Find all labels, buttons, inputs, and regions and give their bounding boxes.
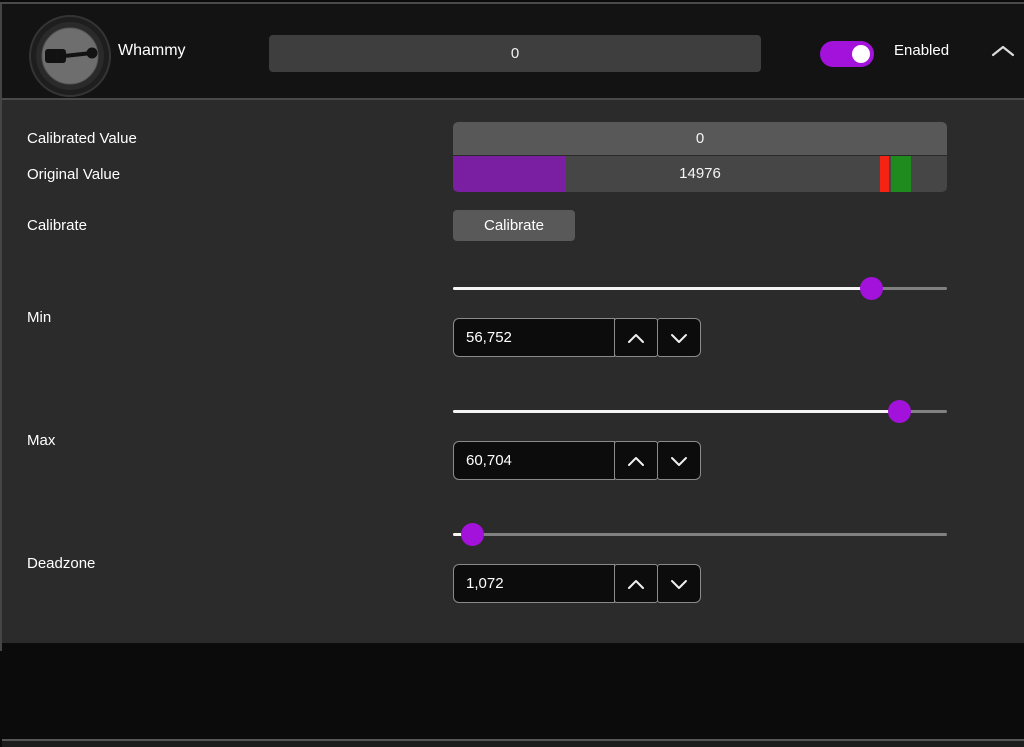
deadzone-slider-track	[453, 533, 947, 536]
min-label: Min	[27, 309, 52, 326]
original-value-label: Original Value	[27, 166, 121, 183]
deadzone-step-up-button[interactable]	[614, 564, 658, 603]
section-title: Whammy	[118, 42, 186, 59]
previous-section-divider	[0, 2, 1024, 4]
original-value-bar: 14976	[453, 156, 947, 192]
deadzone-slider-thumb[interactable]	[461, 523, 485, 546]
deadzone-label: Deadzone	[27, 555, 96, 572]
chevron-up-icon	[628, 579, 644, 589]
max-step-up-button[interactable]	[614, 441, 658, 480]
whammy-settings-body: Calibrated Value Original Value Calibrat…	[2, 100, 1024, 747]
min-step-down-button[interactable]	[657, 318, 701, 357]
enabled-label: Enabled	[894, 42, 950, 59]
min-input[interactable]: 56,752	[453, 318, 615, 357]
calibrate-button[interactable]: Calibrate	[453, 210, 575, 241]
deadzone-numbox: 1,072	[453, 564, 701, 603]
min-slider-thumb[interactable]	[859, 277, 883, 300]
min-slider[interactable]	[453, 277, 947, 301]
max-label: Max	[27, 432, 56, 449]
calibrated-value-text: 0	[695, 130, 705, 147]
max-step-down-button[interactable]	[657, 441, 701, 480]
max-numbox: 60,704	[453, 441, 701, 480]
chevron-down-icon	[671, 333, 687, 343]
deadzone-slider[interactable]	[453, 523, 947, 547]
min-numbox: 56,752	[453, 318, 701, 357]
deadzone-input[interactable]: 1,072	[453, 564, 615, 603]
min-step-up-button[interactable]	[614, 318, 658, 357]
whammy-expander: Whammy 0 Enabled Calibrated Value Origin…	[0, 4, 1024, 747]
deadzone-step-down-button[interactable]	[657, 564, 701, 603]
calibrated-value-label: Calibrated Value	[27, 130, 137, 147]
max-slider-thumb[interactable]	[887, 400, 911, 423]
chevron-up-icon	[628, 456, 644, 466]
chevron-down-icon	[671, 456, 687, 466]
max-input[interactable]: 60,704	[453, 441, 615, 480]
header-body-divider	[2, 98, 1024, 100]
whammy-bar-icon	[29, 15, 111, 97]
header-value-bar: 0	[269, 35, 761, 72]
max-marker	[890, 156, 911, 192]
original-value-fill	[453, 156, 567, 192]
collapse-chevron-icon[interactable]	[990, 43, 1016, 59]
chevron-down-icon	[671, 579, 687, 589]
next-section-edge	[2, 741, 1024, 747]
enabled-toggle[interactable]	[820, 41, 874, 67]
original-value-text: 14976	[679, 165, 721, 182]
min-slider-track-active	[453, 287, 871, 290]
calibrated-value-bar: 0	[453, 122, 947, 155]
whammy-expander-header[interactable]: Whammy 0 Enabled	[2, 4, 1024, 98]
max-slider[interactable]	[453, 400, 947, 424]
min-marker	[879, 156, 889, 192]
max-slider-track-active	[453, 410, 899, 413]
calibrate-label: Calibrate	[27, 217, 88, 234]
header-value-text: 0	[510, 45, 520, 62]
chevron-up-icon	[628, 333, 644, 343]
toggle-knob	[852, 45, 870, 63]
